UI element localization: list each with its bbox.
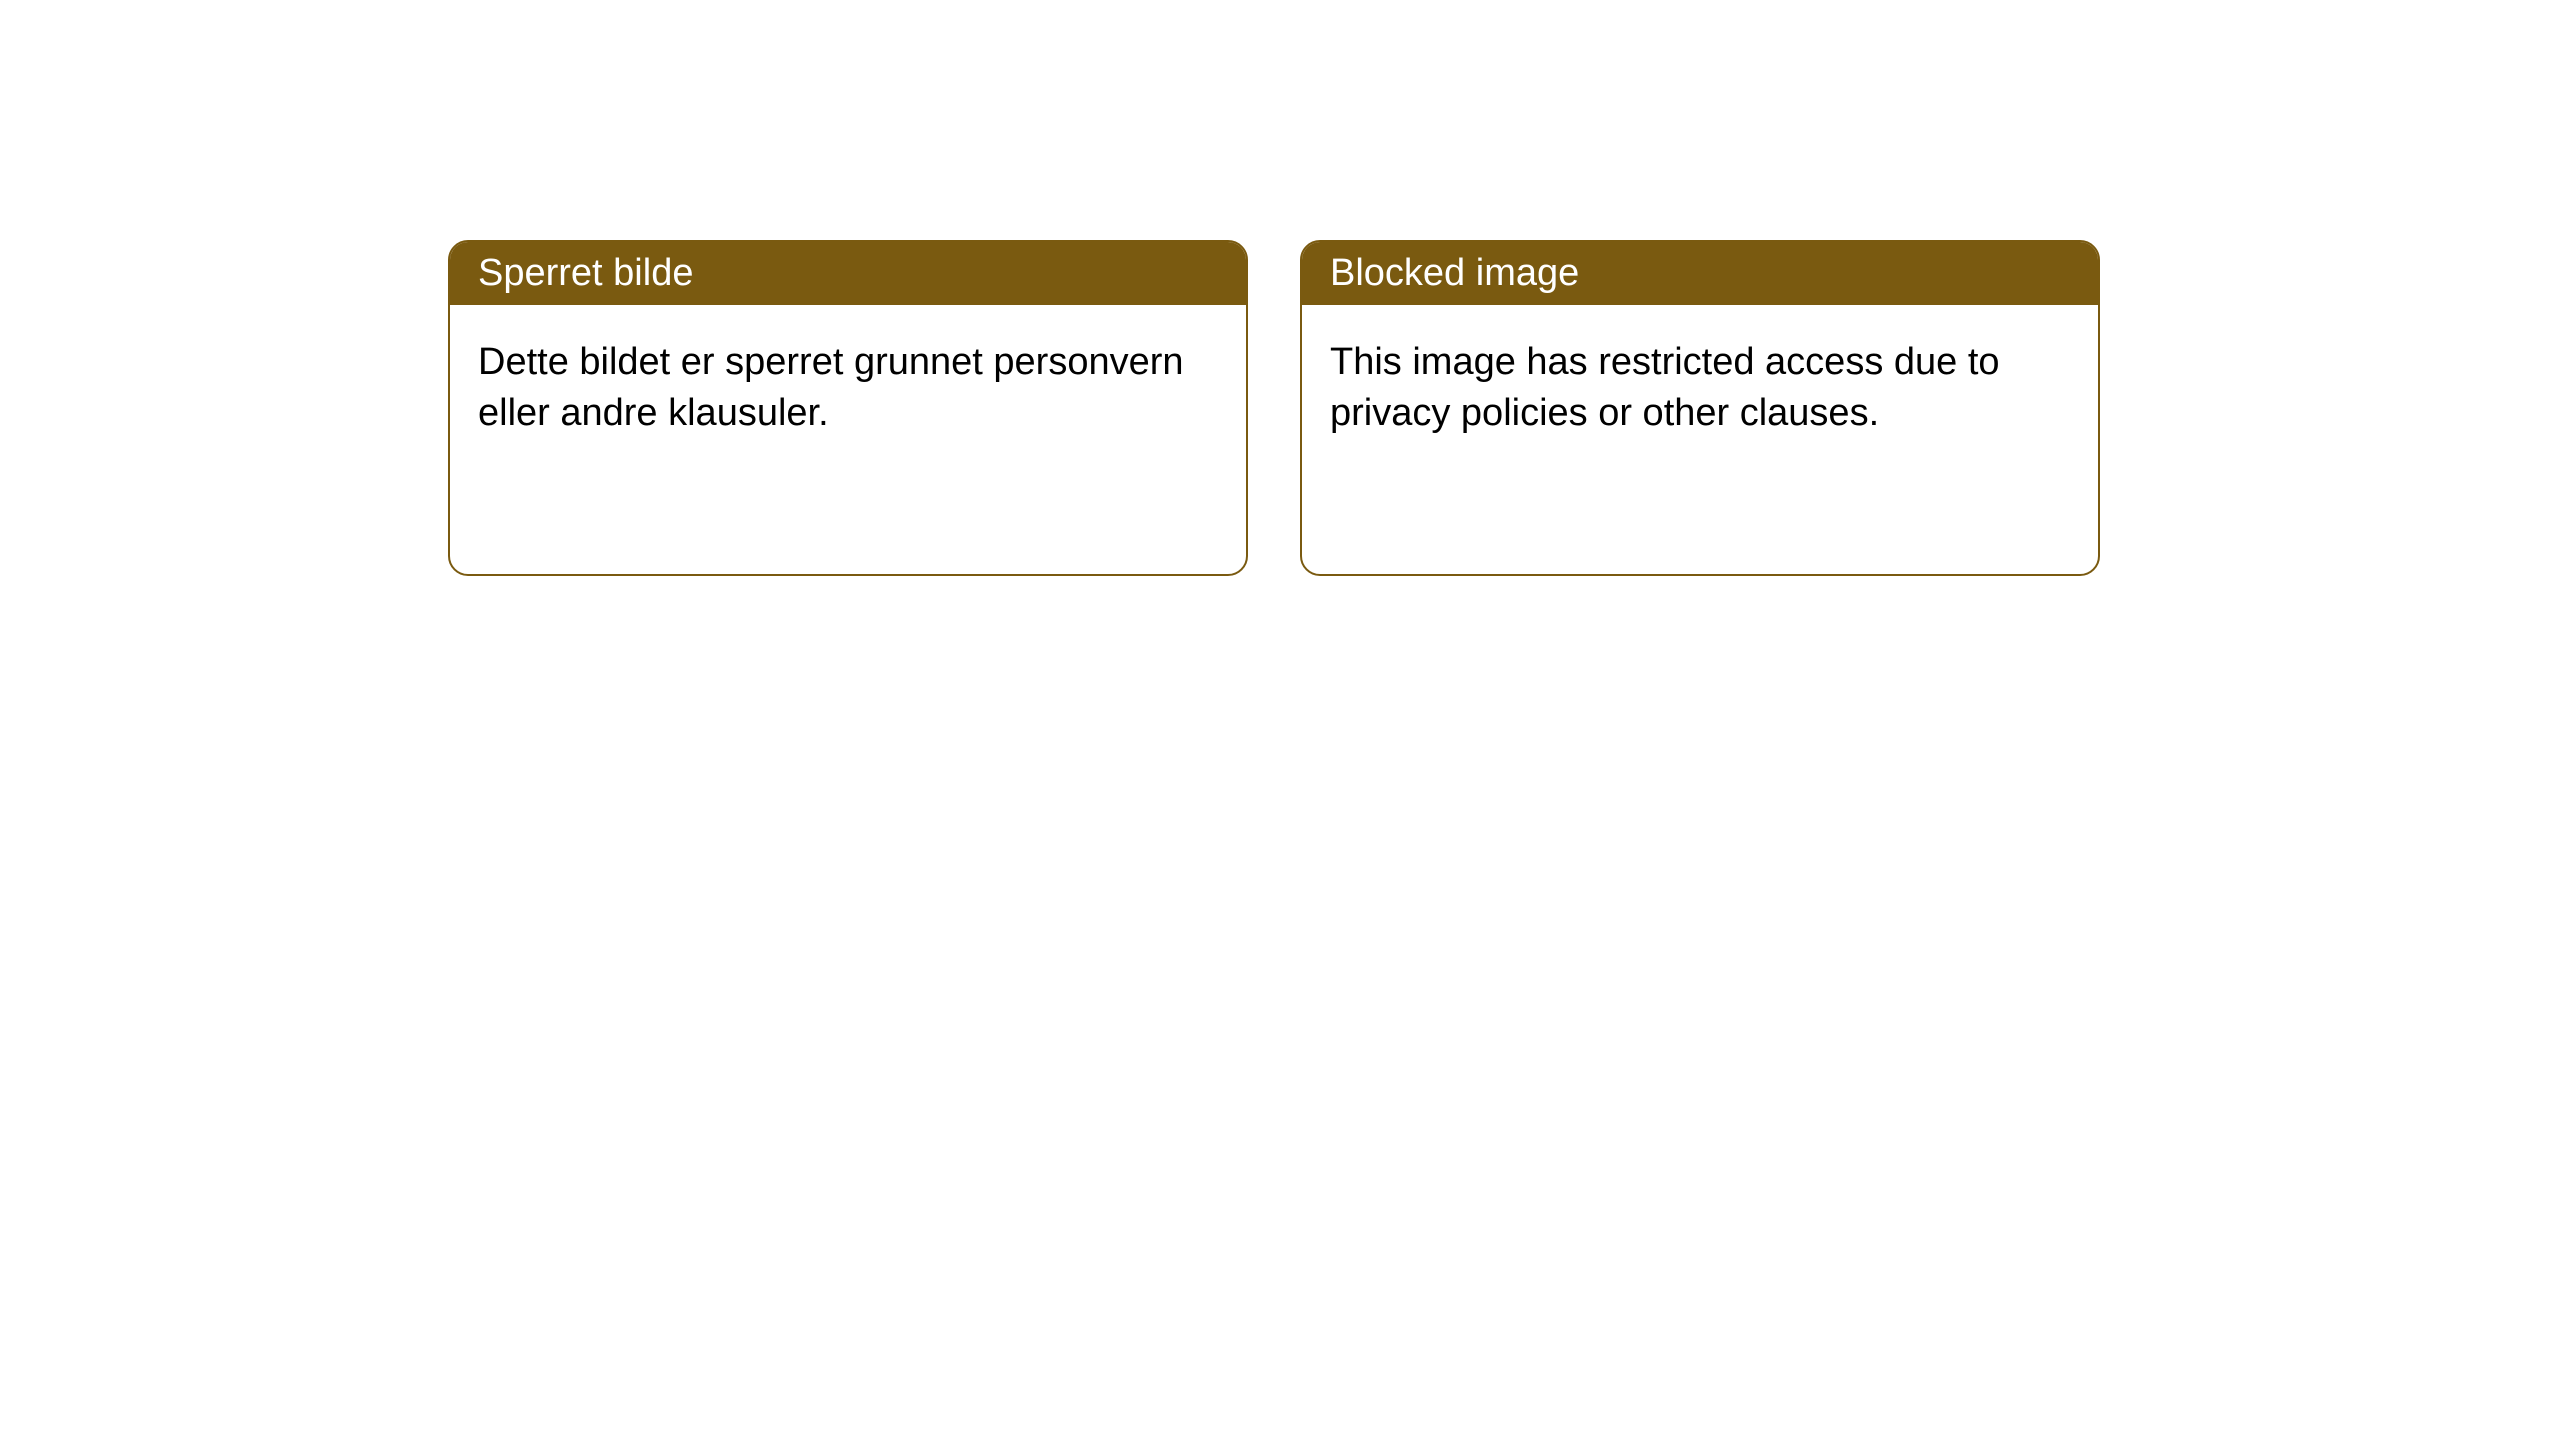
card-body-text: Dette bildet er sperret grunnet personve… — [478, 341, 1184, 434]
card-body-text: This image has restricted access due to … — [1330, 341, 2000, 434]
card-body-english: This image has restricted access due to … — [1302, 305, 2098, 472]
card-body-norwegian: Dette bildet er sperret grunnet personve… — [450, 305, 1246, 472]
card-title: Blocked image — [1330, 252, 1579, 294]
card-header-english: Blocked image — [1302, 242, 2098, 305]
notice-card-norwegian: Sperret bilde Dette bildet er sperret gr… — [448, 240, 1248, 576]
card-title: Sperret bilde — [478, 252, 693, 294]
notice-card-english: Blocked image This image has restricted … — [1300, 240, 2100, 576]
notice-cards-container: Sperret bilde Dette bildet er sperret gr… — [0, 0, 2560, 576]
card-header-norwegian: Sperret bilde — [450, 242, 1246, 305]
